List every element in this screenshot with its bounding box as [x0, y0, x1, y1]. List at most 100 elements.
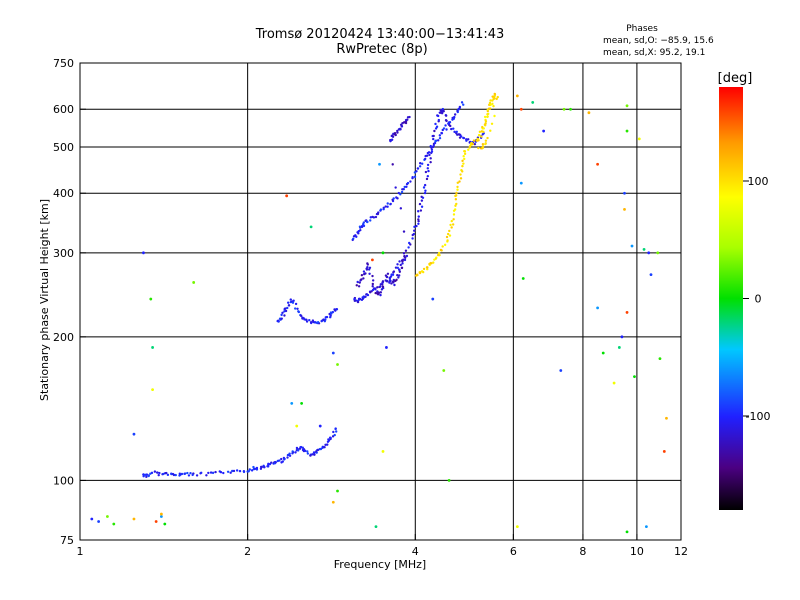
echo-point	[458, 105, 462, 109]
echo-point	[326, 443, 329, 446]
echo-point	[394, 266, 398, 269]
x-tick-label: 4	[412, 545, 419, 558]
echo-point	[478, 130, 482, 134]
colorbar-tick-label: 100	[748, 175, 769, 188]
echo-point	[429, 157, 432, 160]
echo-point	[232, 469, 236, 473]
echo-point	[358, 281, 361, 284]
echo-point	[483, 115, 487, 119]
echo-point	[450, 127, 453, 131]
echo-point	[416, 167, 420, 170]
echo-point	[294, 451, 297, 454]
chart-title: Tromsø 20120424 13:40:00−13:41:43	[255, 27, 505, 42]
echo-point	[484, 142, 487, 146]
echo-point	[407, 241, 411, 245]
echo-point	[292, 299, 295, 302]
echo-point	[420, 199, 424, 202]
echo-point	[441, 245, 444, 248]
echo-point	[207, 471, 210, 475]
echo-point	[408, 115, 411, 119]
echo-point	[263, 465, 266, 469]
echo-point	[488, 101, 492, 105]
echo-point	[463, 150, 467, 153]
echo-point	[496, 95, 499, 99]
echo-point	[156, 471, 159, 474]
echo-point	[428, 153, 431, 157]
echo-point	[381, 285, 385, 288]
echo-point	[531, 101, 535, 104]
echo-point	[633, 375, 636, 379]
echo-point	[424, 170, 428, 174]
echo-point	[409, 180, 412, 183]
echo-point	[324, 318, 327, 321]
echo-point	[280, 457, 283, 461]
echo-point	[490, 122, 494, 125]
echo-point	[437, 251, 441, 255]
echo-point	[299, 314, 303, 318]
echo-point	[430, 148, 434, 151]
echo-point	[313, 453, 316, 456]
echo-point	[439, 108, 442, 112]
echo-point	[162, 472, 165, 476]
echo-point	[403, 258, 407, 262]
echo-point	[433, 141, 437, 145]
echo-point	[447, 479, 451, 482]
echo-point	[362, 270, 366, 273]
echo-point	[625, 530, 629, 534]
echo-point	[392, 197, 395, 200]
echo-point	[259, 467, 263, 471]
echo-point	[205, 474, 208, 477]
echo-point	[625, 129, 629, 133]
echo-point	[400, 125, 404, 128]
echo-point	[293, 307, 297, 310]
echo-point	[489, 103, 492, 107]
echo-point	[187, 474, 191, 477]
echo-point	[484, 120, 488, 123]
echo-point	[391, 273, 395, 276]
echo-point	[255, 466, 259, 470]
echo-point	[420, 195, 423, 199]
echo-point	[371, 279, 375, 282]
echo-point	[462, 103, 465, 106]
echo-point	[492, 104, 495, 108]
echo-point	[404, 121, 408, 125]
echo-point	[419, 209, 423, 212]
echo-point	[625, 311, 629, 314]
series-3	[351, 101, 465, 242]
echo-point	[432, 144, 435, 147]
echo-point	[436, 253, 440, 257]
echo-point	[446, 232, 450, 236]
echo-point	[442, 110, 445, 113]
echo-point	[360, 273, 364, 277]
echo-point	[596, 306, 599, 310]
echo-point	[402, 252, 406, 255]
echo-point	[250, 469, 254, 472]
echo-point	[306, 452, 310, 455]
echo-point	[569, 107, 572, 111]
echo-point	[456, 188, 459, 191]
echo-point	[381, 450, 385, 453]
echo-point	[413, 225, 416, 229]
echo-point	[376, 212, 380, 216]
echo-point	[371, 282, 375, 286]
echo-point	[617, 346, 621, 349]
echo-point	[183, 472, 186, 476]
echo-point	[371, 285, 374, 288]
echo-point	[286, 456, 289, 459]
echo-point	[335, 430, 338, 433]
echo-point	[399, 207, 403, 210]
echo-point	[423, 157, 427, 161]
echo-point	[158, 471, 161, 475]
echo-point	[406, 181, 410, 185]
echo-point	[454, 194, 458, 197]
echo-point	[404, 249, 408, 252]
echo-point	[415, 273, 419, 276]
echo-point	[435, 125, 439, 128]
echo-point	[286, 306, 289, 310]
echo-point	[519, 181, 523, 185]
echo-point	[267, 465, 270, 468]
echo-point	[488, 107, 492, 110]
echo-point	[477, 146, 480, 150]
x-tick-label: 1	[77, 545, 84, 558]
echo-point	[303, 449, 307, 453]
